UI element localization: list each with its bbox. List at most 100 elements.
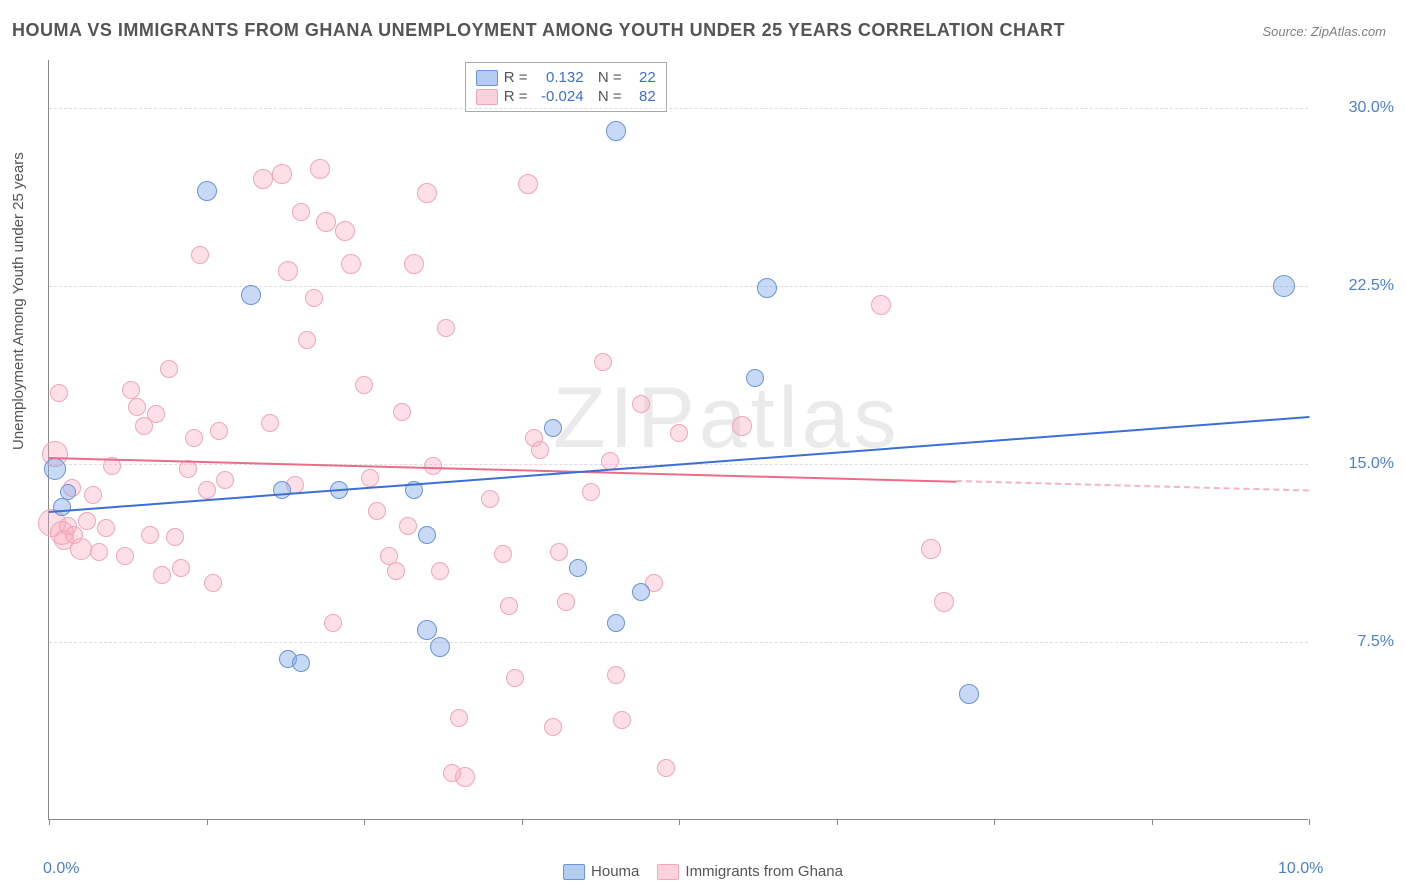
- pink-point: [361, 469, 379, 487]
- pink-point: [921, 539, 941, 559]
- pink-point: [166, 528, 184, 546]
- legend-swatch: [657, 864, 679, 880]
- pink-point: [613, 711, 631, 729]
- grid-line: [49, 642, 1308, 643]
- pink-point: [70, 538, 92, 560]
- blue-point: [197, 181, 217, 201]
- blue-point: [606, 121, 626, 141]
- pink-point: [732, 416, 752, 436]
- pink-point: [399, 517, 417, 535]
- x-tick: [837, 819, 838, 825]
- pink-point: [437, 319, 455, 337]
- pink-point: [657, 759, 675, 777]
- pink-point: [310, 159, 330, 179]
- pink-point: [404, 254, 424, 274]
- pink-point: [97, 519, 115, 537]
- blue-point: [544, 419, 562, 437]
- pink-point: [481, 490, 499, 508]
- chart-title: HOUMA VS IMMIGRANTS FROM GHANA UNEMPLOYM…: [12, 20, 1065, 41]
- blue-point: [273, 481, 291, 499]
- r-value: -0.024: [534, 88, 584, 105]
- blue-point: [241, 285, 261, 305]
- blue-point: [569, 559, 587, 577]
- pink-point: [128, 398, 146, 416]
- r-value: 0.132: [534, 69, 584, 86]
- pink-point: [632, 395, 650, 413]
- blue-point: [632, 583, 650, 601]
- pink-point: [305, 289, 323, 307]
- pink-point: [544, 718, 562, 736]
- source-attribution: Source: ZipAtlas.com: [1262, 24, 1386, 39]
- pink-point: [261, 414, 279, 432]
- pink-point: [417, 183, 437, 203]
- x-tick: [364, 819, 365, 825]
- n-value: 22: [628, 69, 656, 86]
- pink-point: [500, 597, 518, 615]
- y-tick-label: 15.0%: [1349, 455, 1394, 473]
- pink-point: [531, 441, 549, 459]
- pink-point: [368, 502, 386, 520]
- r-label: R =: [504, 88, 528, 105]
- y-axis-label: Unemployment Among Youth under 25 years: [10, 152, 27, 450]
- pink-point: [78, 512, 96, 530]
- pink-point: [324, 614, 342, 632]
- pink-point: [122, 381, 140, 399]
- correlation-row: R = 0.132 N = 22: [476, 69, 656, 86]
- pink-point: [393, 403, 411, 421]
- pink-point: [84, 486, 102, 504]
- correlation-row: R = -0.024 N = 82: [476, 88, 656, 105]
- blue-point: [757, 278, 777, 298]
- legend-label: Houma: [591, 863, 639, 880]
- pink-point: [116, 547, 134, 565]
- pink-point: [172, 559, 190, 577]
- x-tick: [49, 819, 50, 825]
- pink-point: [335, 221, 355, 241]
- x-axis-min-label: 0.0%: [43, 860, 79, 878]
- pink-point: [431, 562, 449, 580]
- x-tick: [207, 819, 208, 825]
- blue-point: [60, 484, 76, 500]
- pink-point: [934, 592, 954, 612]
- pink-point: [216, 471, 234, 489]
- n-label: N =: [590, 69, 622, 86]
- r-label: R =: [504, 69, 528, 86]
- pink-point: [278, 261, 298, 281]
- y-tick-label: 30.0%: [1349, 99, 1394, 117]
- pink-point: [455, 767, 475, 787]
- pink-point: [550, 543, 568, 561]
- blue-point: [430, 637, 450, 657]
- pink-point: [387, 562, 405, 580]
- pink-point: [582, 483, 600, 501]
- pink-point: [506, 669, 524, 687]
- legend-item: Houma: [563, 863, 639, 880]
- legend-item: Immigrants from Ghana: [657, 863, 843, 880]
- legend-swatch: [563, 864, 585, 880]
- pink-point: [341, 254, 361, 274]
- pink-point: [316, 212, 336, 232]
- x-tick: [994, 819, 995, 825]
- series-legend: Houma Immigrants from Ghana: [563, 863, 843, 880]
- pink-point: [147, 405, 165, 423]
- n-label: N =: [590, 88, 622, 105]
- pink-trend-line: [956, 480, 1309, 491]
- pink-point: [292, 203, 310, 221]
- blue-point: [1273, 275, 1295, 297]
- pink-point: [253, 169, 273, 189]
- pink-point: [191, 246, 209, 264]
- pink-point: [594, 353, 612, 371]
- n-value: 82: [628, 88, 656, 105]
- legend-swatch: [476, 89, 498, 105]
- pink-point: [450, 709, 468, 727]
- pink-point: [141, 526, 159, 544]
- correlation-legend: R = 0.132 N = 22 R = -0.024 N = 82: [465, 62, 667, 112]
- pink-point: [355, 376, 373, 394]
- blue-point: [607, 614, 625, 632]
- x-tick: [522, 819, 523, 825]
- x-tick: [679, 819, 680, 825]
- grid-line: [49, 286, 1308, 287]
- pink-point: [185, 429, 203, 447]
- pink-point: [153, 566, 171, 584]
- legend-label: Immigrants from Ghana: [685, 863, 843, 880]
- plot-area: ZIPatlas R =0.132 N =22R =-0.024 N =82: [48, 60, 1308, 820]
- pink-point: [670, 424, 688, 442]
